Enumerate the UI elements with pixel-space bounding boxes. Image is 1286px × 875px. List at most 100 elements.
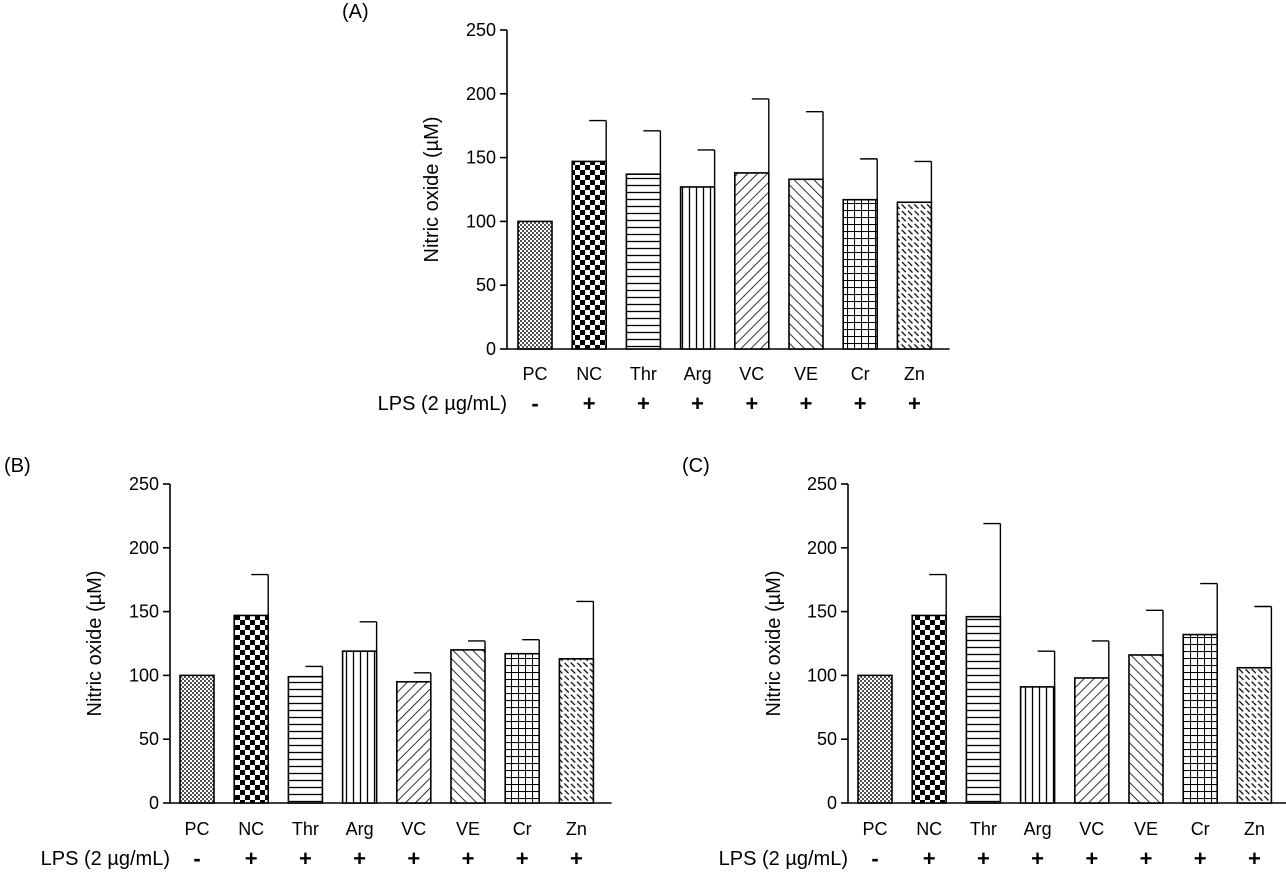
lps-sign: + — [299, 846, 312, 871]
y-tick-label: 200 — [466, 84, 496, 104]
bar-arg — [341, 650, 378, 804]
y-axis-title: Nitric oxide (µM) — [421, 117, 443, 263]
chart-panel-2: (B) 0 50 100 150 200 250 Nitric oxide (µM) PC - NC… — [4, 455, 612, 871]
lps-sign: + — [908, 391, 921, 416]
lps-sign: - — [871, 846, 878, 871]
y-tick-label: 50 — [476, 275, 496, 295]
x-tick-label: Zn — [566, 819, 587, 839]
lps-row-label: LPS (2 µg/mL) — [719, 848, 848, 870]
lps-row-label: LPS (2 µg/mL) — [41, 848, 170, 870]
bar-cr — [1182, 633, 1218, 804]
x-tick-label: Zn — [904, 364, 925, 384]
x-tick-label: VE — [456, 819, 480, 839]
y-tick-label: 250 — [129, 474, 159, 494]
x-tick-label: VE — [794, 364, 818, 384]
bar-vc — [733, 172, 770, 350]
y-tick-label: 100 — [807, 665, 837, 685]
y-tick-label: 150 — [466, 148, 496, 168]
bar-pc — [179, 674, 215, 804]
y-tick-label: 250 — [466, 20, 496, 40]
x-tick-label: Arg — [684, 364, 712, 384]
lps-sign: + — [854, 391, 867, 416]
bar-arg — [1019, 686, 1056, 804]
bar-cr — [504, 652, 541, 804]
x-tick-label: Cr — [851, 364, 870, 384]
bar-cr — [842, 198, 879, 350]
lps-sign: + — [245, 846, 258, 871]
x-tick-label: PC — [862, 819, 887, 839]
lps-sign: + — [1140, 846, 1153, 871]
y-tick-label: 250 — [807, 474, 837, 494]
bar-vc — [1074, 677, 1110, 804]
lps-sign: + — [570, 846, 583, 871]
lps-sign: + — [637, 391, 650, 416]
lps-sign: + — [977, 846, 990, 871]
bar-nc — [911, 614, 948, 804]
bar-zn — [558, 658, 595, 804]
lps-sign: + — [800, 391, 813, 416]
lps-sign: + — [745, 391, 758, 416]
x-tick-label: PC — [184, 819, 209, 839]
bar-pc — [517, 220, 553, 350]
y-tick-label: 200 — [129, 538, 159, 558]
x-tick-label: Thr — [970, 819, 997, 839]
y-tick-label: 100 — [129, 665, 159, 685]
y-tick-label: 100 — [466, 211, 496, 231]
bar-arg — [679, 186, 716, 350]
x-tick-label: VC — [739, 364, 764, 384]
x-tick-label: PC — [522, 364, 547, 384]
x-tick-label: Cr — [1191, 819, 1210, 839]
lps-sign: + — [353, 846, 366, 871]
bar-nc — [571, 160, 608, 350]
panel-label: (C) — [682, 455, 710, 477]
bar-ve — [788, 178, 824, 350]
bar-nc — [233, 614, 269, 804]
lps-sign: + — [1248, 846, 1261, 871]
lps-sign: + — [691, 391, 704, 416]
y-tick-label: 50 — [817, 729, 837, 749]
bar-ve — [450, 649, 486, 804]
lps-sign: - — [531, 391, 538, 416]
y-axis-title: Nitric oxide (µM) — [763, 571, 785, 717]
panel-label: (A) — [342, 1, 369, 23]
bar-ve — [1128, 654, 1164, 804]
bar-pc — [857, 674, 893, 804]
y-tick-label: 0 — [149, 793, 159, 813]
lps-sign: + — [583, 391, 596, 416]
y-tick-label: 200 — [807, 538, 837, 558]
lps-sign: + — [1194, 846, 1207, 871]
y-tick-label: 150 — [807, 602, 837, 622]
bar-zn — [896, 201, 933, 350]
x-tick-label: NC — [916, 819, 942, 839]
y-tick-label: 0 — [827, 793, 837, 813]
bar-thr — [625, 173, 662, 350]
panel-label: (B) — [4, 455, 31, 477]
x-tick-label: NC — [576, 364, 602, 384]
bar-zn — [1236, 666, 1273, 804]
x-tick-label: Thr — [292, 819, 319, 839]
x-tick-label: Cr — [513, 819, 532, 839]
bar-thr — [965, 615, 1002, 804]
lps-sign: + — [462, 846, 475, 871]
x-tick-label: Arg — [1024, 819, 1052, 839]
x-tick-label: Zn — [1244, 819, 1265, 839]
x-tick-label: VC — [1079, 819, 1104, 839]
y-tick-label: 0 — [486, 339, 496, 359]
x-tick-label: Arg — [346, 819, 374, 839]
bar-thr — [287, 675, 324, 804]
lps-sign: + — [516, 846, 529, 871]
bar-vc — [395, 680, 432, 804]
x-tick-label: Thr — [630, 364, 657, 384]
chart-panel-1: (A) 0 50 100 150 200 250 Nitric oxide (µM) PC - NC… — [342, 1, 950, 416]
y-axis-title: Nitric oxide (µM) — [84, 571, 106, 717]
lps-sign: + — [407, 846, 420, 871]
chart-panel-3: (C) 0 50 100 150 200 250 Nitric oxide (µM) PC - NC… — [682, 455, 1286, 871]
y-tick-label: 150 — [129, 602, 159, 622]
lps-row-label: LPS (2 µg/mL) — [378, 393, 507, 415]
x-tick-label: NC — [238, 819, 264, 839]
x-tick-label: VC — [401, 819, 426, 839]
y-tick-label: 50 — [139, 729, 159, 749]
lps-sign: + — [1085, 846, 1098, 871]
lps-sign: + — [1031, 846, 1044, 871]
